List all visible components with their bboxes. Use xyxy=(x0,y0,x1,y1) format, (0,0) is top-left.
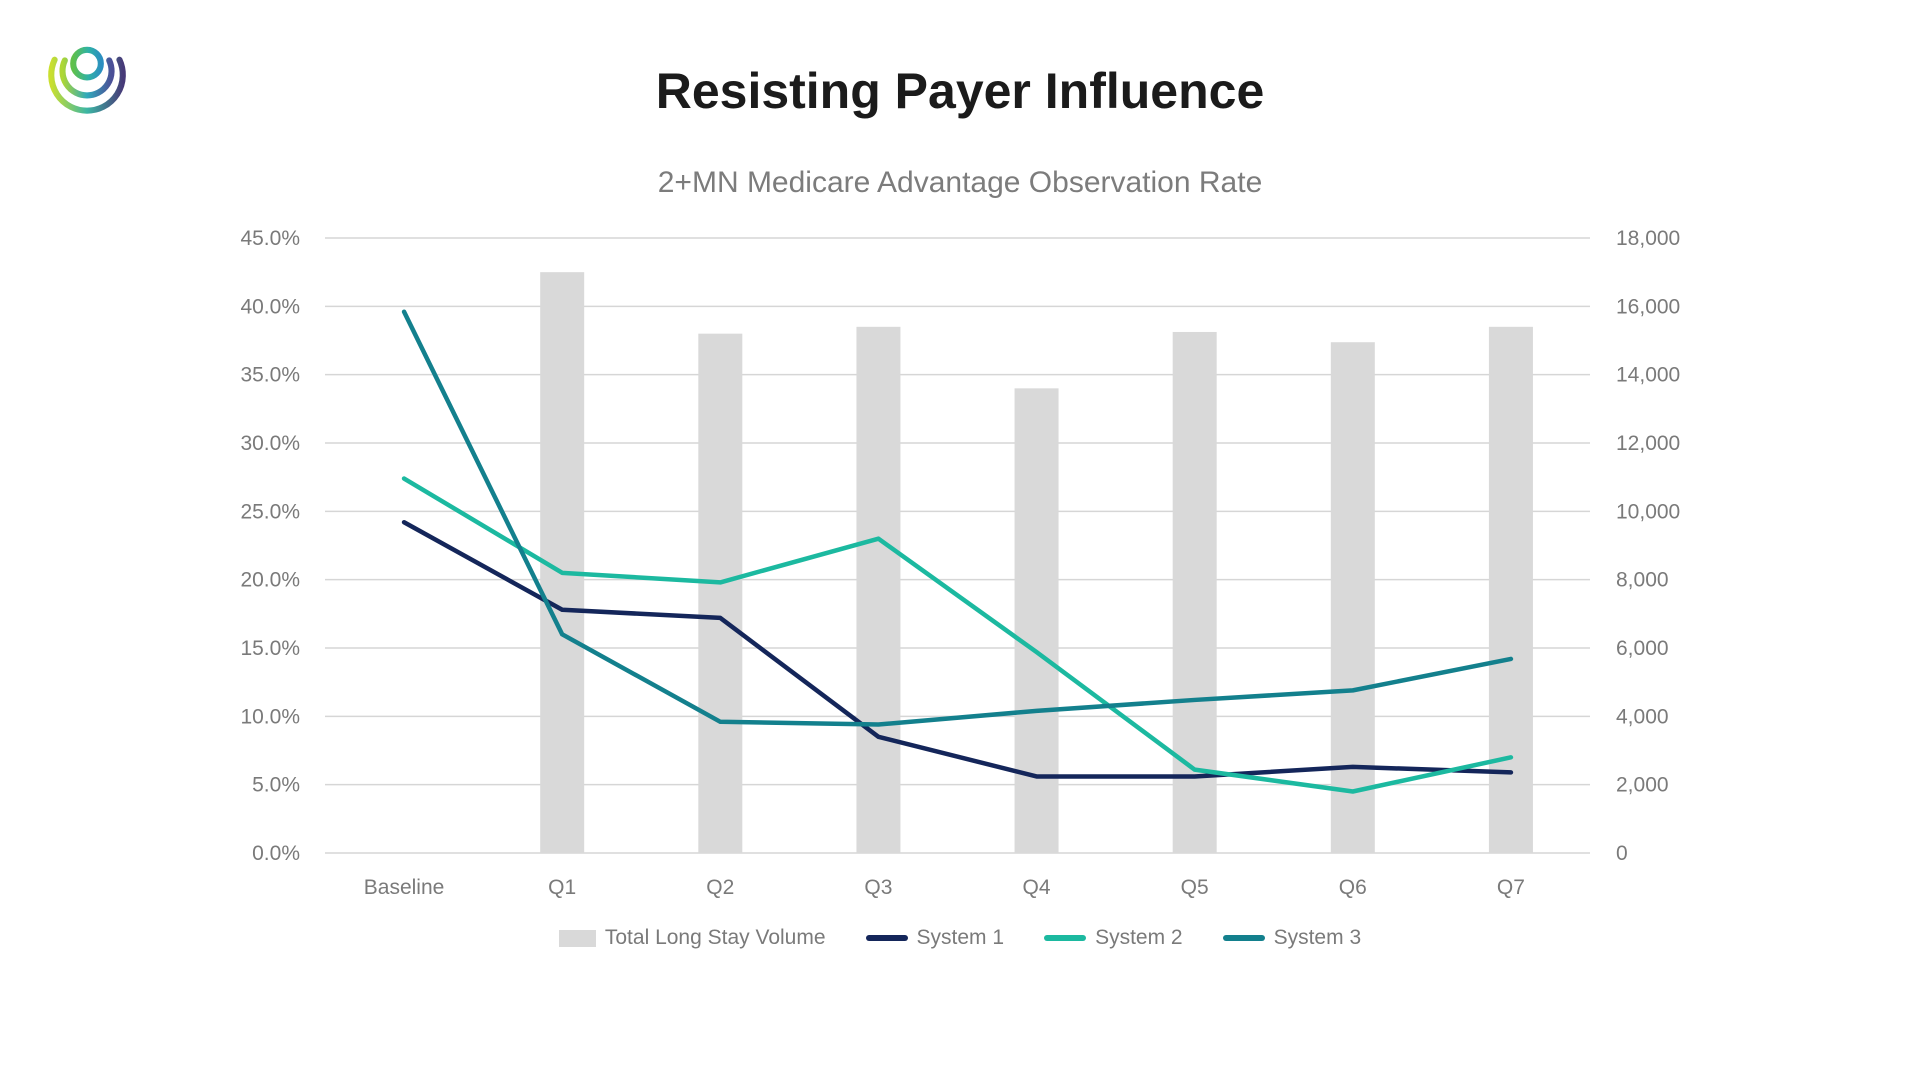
y-axis-tick-left: 40.0% xyxy=(240,295,300,318)
concentric-arcs-logo xyxy=(48,46,126,114)
legend-item-system-1: System 1 xyxy=(865,926,1005,950)
logo-ring xyxy=(70,46,104,81)
y-axis-tick-right: 12,000 xyxy=(1616,432,1680,455)
chart-subtitle: 2+MN Medicare Advantage Observation Rate xyxy=(657,166,1263,199)
logo-middle-arc xyxy=(59,57,115,99)
y-axis-tick-right: 6,000 xyxy=(1616,637,1669,660)
legend-line-swatch xyxy=(1222,935,1265,941)
legend-item-total-long-stay-volume: Total Long Stay Volume xyxy=(558,926,826,950)
legend-line-swatch xyxy=(865,935,908,941)
y-axis-tick-left: 35.0% xyxy=(240,364,300,387)
y-axis-tick-left: 15.0% xyxy=(240,637,300,660)
y-axis-tick-left: 20.0% xyxy=(240,569,300,592)
bar-total-long-stay-volume xyxy=(856,326,901,853)
x-axis-label: Q2 xyxy=(706,876,734,899)
y-axis-tick-right: 10,000 xyxy=(1616,500,1680,523)
legend-label: System 1 xyxy=(916,926,1005,949)
y-axis-tick-right: 18,000 xyxy=(1616,227,1680,250)
x-axis-label: Q7 xyxy=(1497,876,1525,899)
x-axis-label: Baseline xyxy=(364,876,445,899)
y-axis-tick-right: 16,000 xyxy=(1616,295,1680,318)
legend-label: System 3 xyxy=(1273,926,1362,949)
bar-total-long-stay-volume xyxy=(1172,331,1217,853)
y-axis-tick-left: 45.0% xyxy=(240,227,300,250)
y-axis-tick-left: 10.0% xyxy=(240,705,300,728)
x-axis-label: Q5 xyxy=(1181,876,1209,899)
y-axis-tick-right: 0 xyxy=(1616,842,1628,865)
bar-total-long-stay-volume xyxy=(1488,326,1533,853)
y-axis-tick-right: 2,000 xyxy=(1616,774,1669,797)
x-axis-label: Q6 xyxy=(1339,876,1367,899)
y-axis-tick-left: 30.0% xyxy=(240,432,300,455)
y-axis-tick-left: 25.0% xyxy=(240,500,300,523)
y-axis-tick-left: 0.0% xyxy=(252,842,300,865)
logo-outer-arc xyxy=(48,56,126,114)
y-axis-tick-left: 5.0% xyxy=(252,774,300,797)
line-system-3 xyxy=(401,309,1514,727)
bar-total-long-stay-volume xyxy=(1014,388,1059,853)
x-axis-label: Q1 xyxy=(548,876,576,899)
legend-bar-swatch xyxy=(558,929,596,947)
x-axis-label: Q4 xyxy=(1023,876,1051,899)
legend-label: System 2 xyxy=(1095,926,1183,949)
page-title: Resisting Payer Influence xyxy=(655,63,1265,119)
legend-line-swatch xyxy=(1044,935,1087,941)
line-system-1 xyxy=(401,520,1514,779)
x-axis-label: Q3 xyxy=(864,876,892,899)
legend-label: Total Long Stay Volume xyxy=(604,926,826,949)
legend-item-system-2: System 2 xyxy=(1044,926,1183,950)
bar-total-long-stay-volume xyxy=(698,333,743,854)
y-axis-tick-right: 14,000 xyxy=(1616,364,1680,387)
chart-legend: Total Long Stay Volume System 1 System 2 Sy… xyxy=(0,926,1920,950)
line-system-2 xyxy=(401,476,1514,794)
legend-item-system-3: System 3 xyxy=(1222,926,1362,950)
y-axis-tick-right: 4,000 xyxy=(1616,705,1669,728)
bar-total-long-stay-volume xyxy=(1330,342,1375,853)
y-axis-tick-right: 8,000 xyxy=(1616,569,1669,592)
